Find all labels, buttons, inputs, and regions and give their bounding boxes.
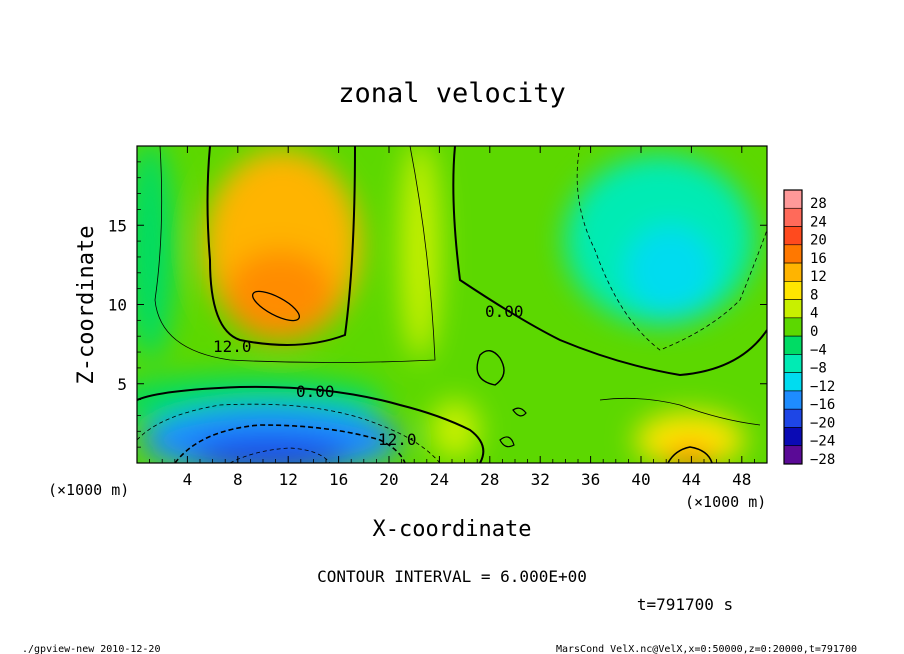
x-tick-label: 20 — [379, 470, 398, 489]
x-axis-label: X-coordinate — [373, 517, 532, 542]
x-tick-label: 8 — [233, 470, 243, 489]
y-tick-label: 15 — [108, 216, 127, 235]
footer-right: MarsCond_VelX.nc@VelX,x=0:50000,z=0:2000… — [556, 644, 857, 654]
colorbar-label: 8 — [810, 287, 818, 303]
x-tick-label: 12 — [279, 470, 298, 489]
colorbar-label: 12 — [810, 269, 827, 285]
contour-label-zero-left: 0.00 — [296, 382, 335, 401]
colorbar: 28 24 20 16 12 8 4 0 −4 −8 −12 −16 −20 −24 −28 — [783, 189, 835, 468]
colorbar-label: 4 — [810, 306, 818, 322]
x-tick-label: 28 — [480, 470, 499, 489]
y-unit-label: (×1000 m) — [48, 481, 129, 499]
contour-label-12: 12.0 — [213, 337, 252, 356]
contour-label-neg12: 12.0 — [378, 430, 417, 449]
footer-left: ./gpview-new 2010-12-20 — [22, 644, 160, 654]
y-tick-label: 10 — [108, 296, 127, 315]
colorbar-swatch — [783, 189, 803, 209]
colorbar-swatch — [783, 317, 803, 337]
colorbar-swatch — [783, 445, 803, 465]
colorbar-swatch — [783, 427, 803, 447]
colorbar-swatch — [783, 262, 803, 282]
colorbar-swatch — [783, 390, 803, 410]
x-tick-label: 36 — [581, 470, 600, 489]
colorbar-label: 20 — [810, 233, 827, 249]
x-tick-label: 44 — [682, 470, 701, 489]
colorbar-label: 0 — [810, 324, 818, 340]
colorbar-swatch — [783, 408, 803, 428]
x-unit-label: (×1000 m) — [685, 493, 766, 511]
colorbar-label: −12 — [810, 379, 835, 395]
colorbar-label: 28 — [810, 196, 827, 212]
colorbar-swatch — [783, 226, 803, 246]
colorbar-swatch — [783, 281, 803, 300]
chart-title: zonal velocity — [338, 78, 566, 109]
colorbar-swatch — [783, 335, 803, 355]
colorbar-swatch — [783, 244, 803, 264]
colorbar-label: 24 — [810, 214, 827, 230]
x-tick-label: 32 — [531, 470, 550, 489]
colorbar-label: −24 — [810, 434, 835, 450]
y-axis-label: Z-coordinate — [74, 226, 99, 385]
colorbar-label: −4 — [810, 342, 827, 358]
colorbar-label: −16 — [810, 397, 835, 413]
colorbar-swatch — [783, 354, 803, 373]
x-tick-label: 48 — [732, 470, 751, 489]
contour-label-zero-right: 0.00 — [485, 302, 524, 321]
x-tick-label: 4 — [183, 470, 193, 489]
colorbar-swatch — [783, 207, 803, 227]
x-tick-label: 16 — [329, 470, 348, 489]
colorbar-label: −28 — [810, 452, 835, 468]
colorbar-label: −20 — [810, 415, 835, 431]
y-tick-label: 5 — [117, 375, 127, 394]
colorbar-frame — [783, 189, 803, 465]
colorbar-swatch — [783, 372, 803, 392]
contour-interval-text: CONTOUR INTERVAL = 6.000E+00 — [317, 567, 587, 586]
colorbar-label: 16 — [810, 251, 827, 267]
y-axis: 5 10 15 — [108, 161, 767, 448]
time-text: t=791700 s — [637, 595, 733, 614]
x-tick-label: 24 — [430, 470, 449, 489]
plot-field — [137, 146, 767, 463]
colorbar-label: −8 — [810, 361, 827, 377]
colorbar-swatch — [783, 299, 803, 319]
x-axis: 4 8 12 16 20 24 28 32 36 40 44 48 — [149, 146, 755, 489]
x-tick-label: 40 — [631, 470, 650, 489]
